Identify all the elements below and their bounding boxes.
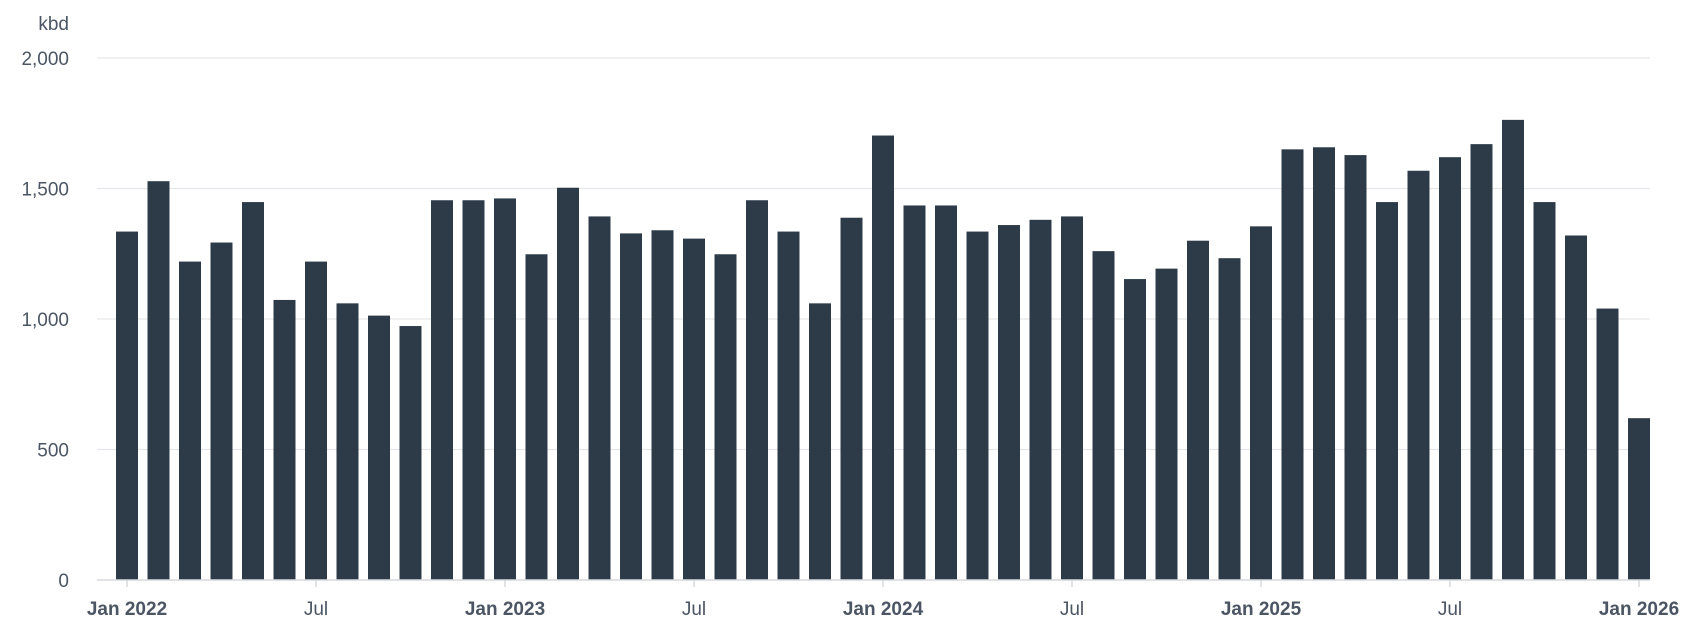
bar — [651, 230, 674, 580]
bar — [1155, 268, 1178, 580]
bar — [746, 200, 768, 580]
bar — [1092, 251, 1115, 580]
bar — [1187, 240, 1209, 580]
bar — [1376, 202, 1398, 580]
bar — [179, 261, 201, 580]
bar — [1596, 308, 1619, 580]
bar — [588, 216, 611, 580]
bar — [462, 200, 485, 580]
bar — [1502, 119, 1524, 581]
bar — [872, 135, 894, 580]
x-tick-label: Jul — [1438, 599, 1462, 620]
y-tick-label: 500 — [37, 441, 69, 462]
bar — [903, 205, 926, 580]
bar — [1407, 170, 1430, 580]
bar — [399, 326, 422, 580]
y-axis-tick-labels: 0 500 1,000 1,500 2,000 — [21, 49, 69, 592]
bars — [116, 119, 1650, 581]
bar — [1061, 216, 1083, 580]
bar — [1281, 149, 1304, 580]
x-tick-label: Jul — [304, 599, 328, 620]
bar — [1628, 418, 1650, 580]
bar — [368, 315, 390, 580]
bar — [1439, 157, 1461, 580]
bar — [525, 254, 548, 580]
x-axis — [97, 579, 1650, 587]
bar — [935, 205, 957, 580]
bar — [620, 233, 642, 580]
bar — [840, 217, 863, 580]
bar — [336, 303, 359, 580]
bar — [809, 303, 831, 580]
bar — [557, 187, 579, 581]
bar — [1533, 202, 1556, 580]
x-tick-label: Jan 2023 — [465, 599, 545, 620]
y-tick-label: 0 — [58, 571, 69, 592]
bar — [210, 242, 233, 581]
bar — [683, 238, 705, 580]
bar — [242, 202, 264, 580]
x-tick-label: Jan 2026 — [1599, 599, 1679, 620]
bar — [1029, 219, 1052, 580]
x-tick-label: Jul — [682, 599, 706, 620]
bar — [147, 181, 170, 580]
x-tick-label: Jan 2022 — [87, 599, 167, 620]
bar — [305, 261, 327, 580]
bar — [1565, 235, 1587, 581]
bar — [431, 200, 453, 580]
bar — [777, 231, 800, 580]
bar — [116, 231, 138, 580]
y-axis-unit-label: kbd — [38, 14, 69, 35]
bar — [1124, 279, 1146, 580]
x-tick-label: Jan 2024 — [843, 599, 924, 620]
x-tick-label: Jul — [1060, 599, 1084, 620]
y-tick-label: 2,000 — [21, 49, 69, 70]
x-tick-label: Jan 2025 — [1221, 599, 1302, 620]
bar — [494, 198, 516, 580]
y-tick-label: 1,500 — [21, 180, 69, 201]
bar — [714, 254, 737, 580]
bar — [1344, 155, 1367, 581]
bar — [273, 299, 296, 580]
bar — [966, 231, 989, 580]
bar — [1218, 258, 1241, 580]
bar — [998, 225, 1020, 581]
x-axis-tick-labels: Jan 2022 Jul Jan 2023 Jul Jan 2024 Jul Jan 202… — [87, 599, 1679, 620]
bar — [1313, 147, 1335, 580]
bar — [1470, 144, 1493, 580]
y-tick-label: 1,000 — [21, 310, 69, 331]
bar — [1250, 226, 1272, 580]
